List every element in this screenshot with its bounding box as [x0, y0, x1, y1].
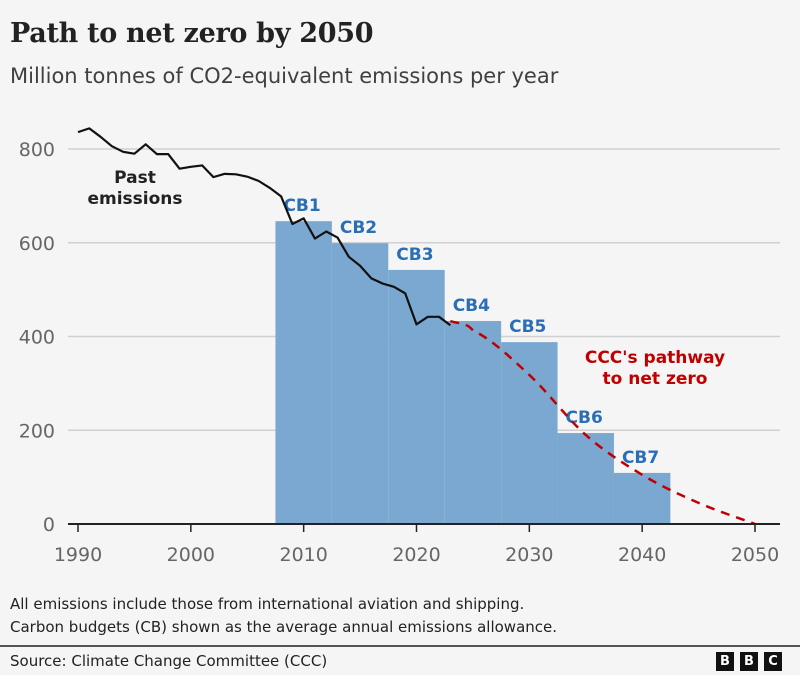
pathway-label: to net zero: [603, 369, 708, 389]
past-emissions-line: [77, 127, 452, 327]
y-tick-label: 600: [19, 233, 55, 255]
footnote: All emissions include those from interna…: [10, 595, 525, 613]
x-tick-label: 2050: [731, 544, 779, 566]
y-tick-label: 400: [19, 327, 55, 349]
ccc-pathway-line: [449, 319, 756, 526]
carbon-budget-label: CB5: [509, 317, 546, 337]
carbon-budget-label: CB7: [622, 448, 659, 468]
pathway-label: CCC's pathway: [585, 348, 725, 368]
carbon-budget-label: CB3: [396, 245, 433, 265]
divider: [0, 645, 800, 647]
bbc-logo-block: B: [716, 652, 734, 671]
x-tick-label: 2020: [392, 544, 440, 566]
bbc-logo-block: B: [740, 652, 758, 671]
carbon-budget-bar: [613, 472, 671, 524]
x-tick-label: 1990: [54, 544, 102, 566]
bbc-logo-block: C: [764, 652, 782, 671]
carbon-budget-bar: [331, 243, 389, 524]
x-tick-label: 2040: [618, 544, 666, 566]
carbon-budget-label: CB4: [453, 296, 490, 316]
chart-subtitle: Million tonnes of CO2-equivalent emissio…: [10, 64, 559, 88]
carbon-budget-label: CB1: [283, 196, 320, 216]
footnote: Carbon budgets (CB) shown as the average…: [10, 618, 558, 636]
x-tick-label: 2000: [167, 544, 215, 566]
carbon-budget-bar: [444, 321, 502, 524]
past-label: Past: [114, 168, 156, 188]
carbon-budget-bar: [275, 221, 332, 524]
chart-title: Path to net zero by 2050: [10, 18, 374, 49]
y-tick-label: 200: [19, 420, 55, 442]
carbon-budget-bar: [501, 342, 558, 524]
x-tick-label: 2010: [279, 544, 327, 566]
chart: CB1 CB2 CB3 CB4 CB5 CB6 CB7 0 200 400 600 800 1990 2…: [19, 127, 780, 566]
carbon-budget-label: CB6: [566, 408, 603, 428]
past-label: emissions: [87, 189, 182, 209]
source: Source: Climate Change Committee (CCC): [10, 652, 328, 670]
carbon-budget-bar: [557, 433, 614, 524]
x-tick-label: 2030: [505, 544, 553, 566]
y-tick-label: 800: [19, 139, 55, 161]
carbon-budget-bar: [388, 269, 445, 524]
y-tick-label: 0: [43, 514, 55, 536]
carbon-budget-label: CB2: [340, 218, 377, 238]
